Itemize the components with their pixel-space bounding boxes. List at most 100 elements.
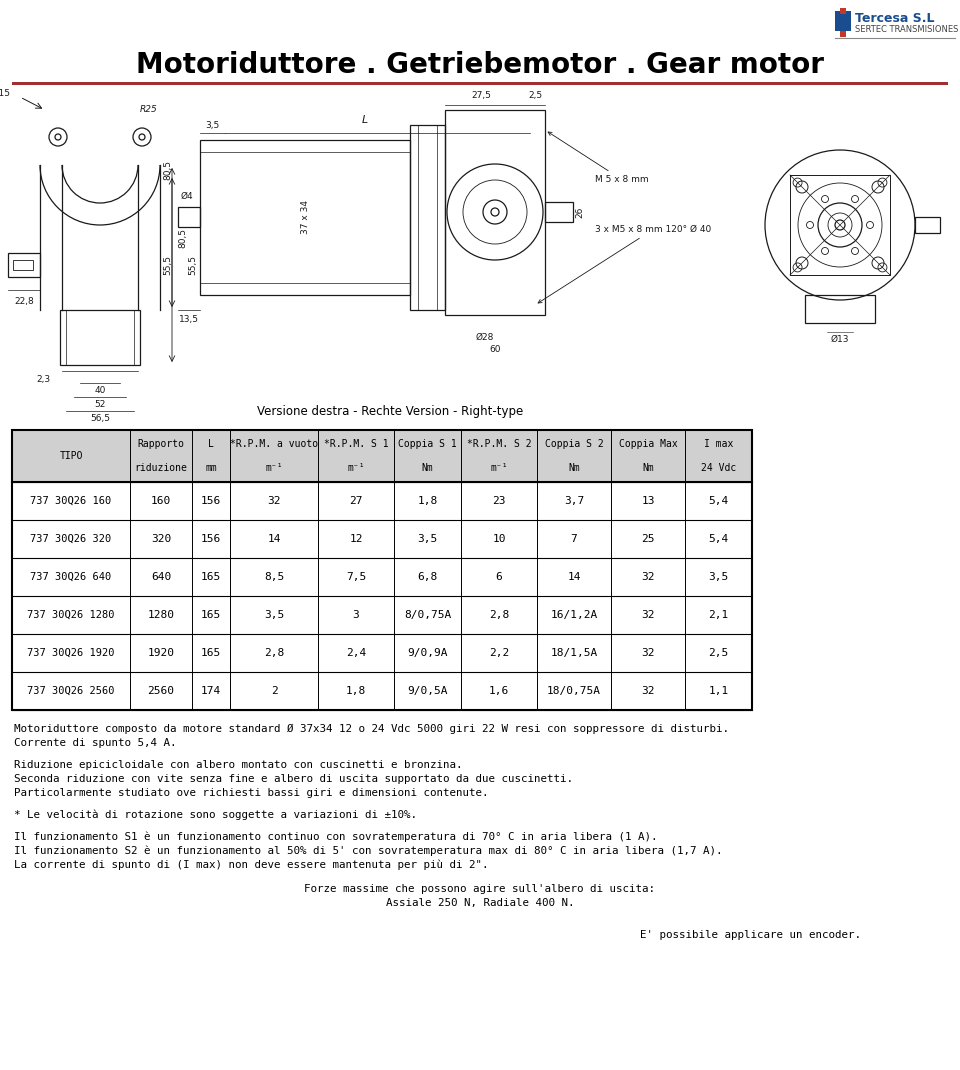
Bar [200, 140, 410, 295]
Text: m⁻¹: m⁻¹ [265, 463, 283, 473]
Text: 3,5: 3,5 [264, 610, 284, 620]
Text: 24 Vdc: 24 Vdc [701, 463, 736, 473]
Text: 2,1: 2,1 [708, 610, 729, 620]
Bar [805, 295, 875, 323]
Bar [545, 202, 573, 221]
Text: 14: 14 [267, 534, 280, 544]
Text: 16/1,2A: 16/1,2A [550, 610, 598, 620]
Text: 2560: 2560 [148, 686, 175, 696]
Text: m⁻¹: m⁻¹ [348, 463, 365, 473]
Text: 55,5: 55,5 [188, 255, 197, 275]
Text: 37 x 34: 37 x 34 [300, 200, 309, 234]
Bar [915, 217, 940, 233]
Text: 55,5: 55,5 [163, 255, 173, 275]
Text: M 5 x 8 mm: M 5 x 8 mm [548, 132, 649, 184]
Text: Nm: Nm [642, 463, 654, 473]
Text: L: L [208, 439, 214, 449]
Bar [12, 82, 948, 85]
Text: 3,5: 3,5 [204, 121, 219, 129]
Text: 6: 6 [495, 572, 502, 582]
Bar [8, 253, 40, 277]
Text: 2: 2 [271, 686, 277, 696]
Text: m⁻¹: m⁻¹ [491, 463, 508, 473]
Text: 3,5: 3,5 [708, 572, 729, 582]
Text: 3,5: 3,5 [418, 534, 438, 544]
Text: 13: 13 [641, 496, 655, 506]
Bar [410, 125, 445, 310]
Text: 60: 60 [490, 345, 501, 354]
Text: 9/0,5A: 9/0,5A [407, 686, 447, 696]
Text: 3: 3 [352, 610, 359, 620]
Text: Motoriduttore . Getriebemotor . Gear motor: Motoriduttore . Getriebemotor . Gear mot… [136, 51, 824, 79]
Text: 27,5: 27,5 [471, 91, 491, 100]
Text: 640: 640 [151, 572, 171, 582]
Text: 8,5: 8,5 [264, 572, 284, 582]
Text: Assiale 250 N, Radiale 400 N.: Assiale 250 N, Radiale 400 N. [386, 898, 574, 908]
Text: 2,5: 2,5 [708, 648, 729, 658]
Text: Nm: Nm [568, 463, 580, 473]
Text: 156: 156 [201, 534, 221, 544]
Text: 737 30Q26 160: 737 30Q26 160 [31, 496, 111, 506]
Text: 2,8: 2,8 [264, 648, 284, 658]
Text: 2,8: 2,8 [489, 610, 509, 620]
Text: 6,8: 6,8 [418, 572, 438, 582]
Text: 737 30Q26 1920: 737 30Q26 1920 [27, 648, 115, 658]
Text: 7: 7 [570, 534, 577, 544]
Text: 165: 165 [201, 610, 221, 620]
Text: 2,4: 2,4 [346, 648, 366, 658]
Text: 737 30Q26 320: 737 30Q26 320 [31, 534, 111, 544]
Text: 2,3: 2,3 [36, 374, 50, 384]
Text: 22,8: 22,8 [14, 297, 34, 306]
Text: 2,5: 2,5 [528, 91, 542, 100]
Text: 80,5: 80,5 [163, 160, 173, 180]
Text: 5,4: 5,4 [708, 534, 729, 544]
Text: Il funzionamento S1 è un funzionamento continuo con sovratemperatura di 70° C in: Il funzionamento S1 è un funzionamento c… [14, 832, 658, 842]
Text: Ø28: Ø28 [476, 333, 494, 342]
Text: La corrente di spunto di (I max) non deve essere mantenuta per più di 2".: La corrente di spunto di (I max) non dev… [14, 860, 489, 871]
Text: 1,8: 1,8 [346, 686, 366, 696]
Bar [445, 110, 545, 315]
Text: 32: 32 [267, 496, 280, 506]
Text: R25: R25 [140, 106, 157, 114]
Text: Ø4: Ø4 [180, 192, 193, 201]
Text: L: L [362, 114, 368, 125]
Text: 12: 12 [349, 534, 363, 544]
Text: 156: 156 [201, 496, 221, 506]
Text: 32: 32 [641, 610, 655, 620]
Bar [12, 430, 752, 482]
Text: Tercesa S.L: Tercesa S.L [855, 12, 934, 25]
Bar [12, 430, 752, 710]
Text: 52: 52 [94, 400, 106, 409]
Text: 737 30Q26 640: 737 30Q26 640 [31, 572, 111, 582]
Bar [60, 310, 140, 365]
Text: I max: I max [704, 439, 733, 449]
Text: 13,5: 13,5 [179, 315, 199, 324]
Bar [840, 31, 846, 37]
Text: Particolarmente studiato ove richiesti bassi giri e dimensioni contenute.: Particolarmente studiato ove richiesti b… [14, 788, 489, 798]
Text: 3 x M5 x 8 mm 120° Ø 40: 3 x M5 x 8 mm 120° Ø 40 [539, 225, 711, 303]
Text: Nm: Nm [421, 463, 433, 473]
Text: 1,6: 1,6 [489, 686, 509, 696]
Text: 26: 26 [575, 207, 585, 217]
Text: Coppia S 1: Coppia S 1 [398, 439, 457, 449]
Text: * Le velocità di rotazione sono soggette a variazioni di ±10%.: * Le velocità di rotazione sono soggette… [14, 810, 417, 821]
Text: TIPO: TIPO [60, 450, 83, 461]
Text: *R.P.M. a vuoto: *R.P.M. a vuoto [230, 439, 318, 449]
Text: Ø13: Ø13 [830, 335, 850, 343]
Text: 9/0,9A: 9/0,9A [407, 648, 447, 658]
Text: E' possibile applicare un encoder.: E' possibile applicare un encoder. [639, 930, 860, 941]
Text: 165: 165 [201, 648, 221, 658]
Text: 7,5: 7,5 [346, 572, 366, 582]
Text: 23: 23 [492, 496, 506, 506]
Bar [835, 11, 851, 31]
Bar [178, 207, 200, 227]
Text: UNI 6604 4x4x15: UNI 6604 4x4x15 [0, 89, 10, 97]
Text: 737 30Q26 2560: 737 30Q26 2560 [27, 686, 115, 696]
Text: 2,2: 2,2 [489, 648, 509, 658]
Text: riduzione: riduzione [134, 463, 187, 473]
Text: *R.P.M. S 2: *R.P.M. S 2 [467, 439, 531, 449]
Text: 320: 320 [151, 534, 171, 544]
Text: Il funzionamento S2 è un funzionamento al 50% di 5' con sovratemperatura max di : Il funzionamento S2 è un funzionamento a… [14, 846, 723, 856]
Text: Coppia S 2: Coppia S 2 [544, 439, 604, 449]
Text: 32: 32 [641, 648, 655, 658]
